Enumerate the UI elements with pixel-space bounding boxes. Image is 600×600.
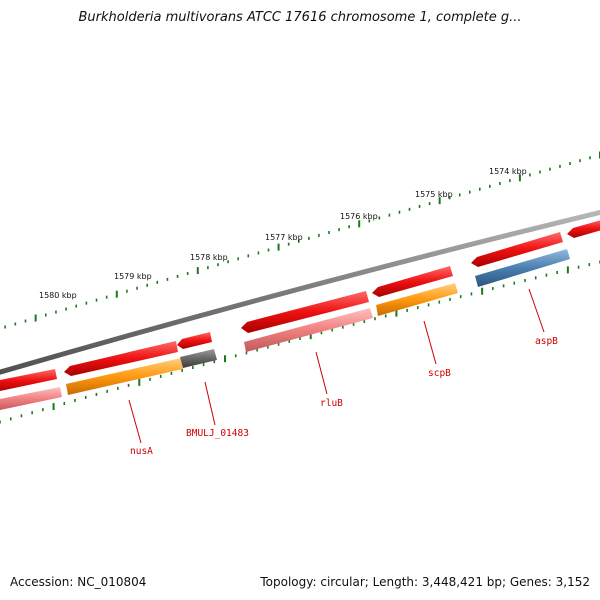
gene-feature[interactable] <box>64 341 178 376</box>
gene-feature[interactable] <box>244 308 373 352</box>
inner-tick-track <box>0 260 600 424</box>
tick-label: 1576 kbp <box>340 212 378 221</box>
gene-label-leaders <box>128 288 545 444</box>
gene-feature[interactable] <box>471 232 563 267</box>
leader-line <box>528 288 545 333</box>
gene-feature[interactable] <box>177 332 212 349</box>
leader-line <box>423 320 437 365</box>
gene-feature[interactable] <box>180 349 217 368</box>
gene-feature[interactable] <box>372 266 453 297</box>
gene-label-scpB[interactable]: scpB <box>428 368 451 379</box>
tick-label: 1574 kbp <box>489 167 527 176</box>
gene-label-nusA[interactable]: nusA <box>130 446 153 457</box>
leader-line <box>315 351 328 395</box>
gene-feature[interactable] <box>0 387 62 411</box>
tick-label: 1577 kbp <box>265 233 303 242</box>
gene-feature[interactable] <box>475 249 570 287</box>
accession-text: Accession: NC_010804 <box>10 575 147 589</box>
topology-summary: Topology: circular; Length: 3,448,421 bp… <box>260 575 590 589</box>
forward-strand-genes <box>0 219 600 392</box>
gene-label-rluB[interactable]: rluB <box>320 398 343 409</box>
gene-feature[interactable] <box>567 219 600 238</box>
outer-tick-track <box>4 151 600 329</box>
tick-label: 1575 kbp <box>415 190 453 199</box>
tick-label: 1580 kbp <box>39 291 77 300</box>
tick-label: 1578 kbp <box>190 253 228 262</box>
gene-labels: nusA BMULJ_01483 rluB scpB aspB <box>130 336 558 457</box>
tick-label: 1579 kbp <box>114 272 152 281</box>
chromosome-backbone <box>0 209 600 375</box>
gene-label-aspB[interactable]: aspB <box>535 336 558 347</box>
reverse-strand-genes <box>0 249 570 411</box>
gene-label-bmulj-01483[interactable]: BMULJ_01483 <box>186 428 249 439</box>
map-title: Burkholderia multivorans ATCC 17616 chro… <box>78 10 522 25</box>
leader-line <box>128 399 142 444</box>
tick-labels: 1580 kbp 1579 kbp 1578 kbp 1577 kbp 1576… <box>39 167 527 300</box>
gene-feature[interactable] <box>66 358 183 395</box>
leader-line <box>204 381 216 426</box>
gene-feature[interactable] <box>241 291 369 333</box>
gene-feature[interactable] <box>376 283 458 316</box>
gene-feature[interactable] <box>0 369 57 392</box>
